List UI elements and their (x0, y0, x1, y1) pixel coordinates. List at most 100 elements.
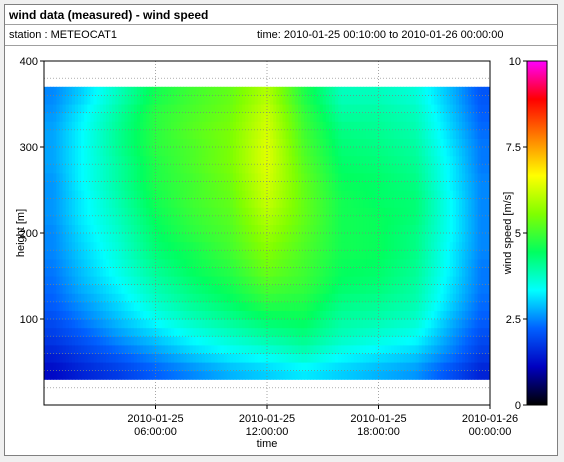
heatmap-cell (409, 301, 414, 311)
heatmap-cell (418, 104, 423, 114)
heatmap-cell (205, 327, 209, 337)
heatmap-cell (96, 198, 101, 208)
heatmap-cell (248, 138, 253, 148)
heatmap-cell (232, 104, 237, 114)
heatmap-cell (44, 164, 48, 174)
heatmap-cell (217, 370, 222, 380)
heatmap-cell (341, 319, 346, 329)
heatmap-cell (273, 284, 277, 294)
heatmap-cell (462, 336, 466, 346)
heatmap-cell (375, 267, 380, 277)
heatmap-cell (415, 241, 420, 251)
heatmap-cell (195, 155, 200, 165)
heatmap-cell (109, 155, 113, 165)
heatmap-cell (242, 207, 246, 217)
heatmap-cell (483, 241, 488, 251)
heatmap-cell (307, 172, 311, 182)
heatmap-cell (263, 267, 268, 277)
heatmap-cell (356, 86, 361, 96)
colorbar-axis: 02.557.510 (506, 56, 527, 412)
heatmap-cell (335, 104, 339, 114)
heatmap-cell (378, 233, 383, 243)
heatmap-cell (273, 241, 277, 251)
heatmap-cell (375, 164, 380, 174)
heatmap-cell (434, 293, 438, 303)
heatmap-cell (288, 344, 293, 354)
heatmap-cell (143, 155, 147, 165)
heatmap-cell (56, 104, 61, 114)
heatmap-cell (136, 121, 141, 131)
heatmap-cell (99, 344, 104, 354)
heatmap-cell (279, 344, 284, 354)
heatmap-cell (186, 207, 191, 217)
heatmap-cell (214, 353, 219, 363)
heatmap-cell (403, 241, 407, 251)
heatmap-cell (428, 336, 432, 346)
heatmap-cell (143, 284, 147, 294)
heatmap-cell (378, 198, 383, 208)
heatmap-cell (359, 276, 364, 286)
heatmap-cell (350, 336, 355, 346)
heatmap-cell (486, 112, 490, 122)
heatmap-cell (393, 344, 398, 354)
heatmap-cell (468, 336, 473, 346)
heatmap-cell (78, 224, 82, 234)
heatmap-cell (294, 233, 299, 243)
heatmap-cell (335, 327, 339, 337)
heatmap-cell (140, 276, 144, 286)
heatmap-cell (127, 112, 132, 122)
heatmap-cell (406, 258, 411, 268)
heatmap-cell (366, 86, 370, 96)
heatmap-cell (195, 284, 200, 294)
heatmap-cell (273, 138, 277, 148)
x-tick-label-date: 2010-01-26 (462, 413, 518, 425)
heatmap-cell (415, 362, 420, 372)
heatmap-cell (313, 121, 318, 131)
heatmap-cell (403, 370, 407, 380)
heatmap-cell (387, 121, 392, 131)
heatmap-cell (480, 233, 485, 243)
heatmap-cell (183, 293, 188, 303)
heatmap-cell (118, 155, 123, 165)
heatmap-cell (288, 147, 293, 157)
heatmap-cell (387, 370, 392, 380)
heatmap-cell (455, 215, 460, 225)
heatmap-cell (78, 327, 82, 337)
heatmap-cell (384, 104, 389, 114)
heatmap-cell (205, 112, 209, 122)
heatmap-cell (236, 293, 240, 303)
heatmap-cell (68, 112, 73, 122)
heatmap-cell (245, 327, 250, 337)
heatmap-cell (146, 155, 150, 165)
heatmap-cell (220, 86, 225, 96)
heatmap-cell (307, 362, 311, 372)
heatmap-cell (226, 104, 231, 114)
heatmap-cell (248, 129, 253, 139)
heatmap-cell (319, 104, 324, 114)
heatmap-cell (155, 362, 160, 372)
heatmap-cell (440, 336, 445, 346)
heatmap-cell (341, 198, 346, 208)
heatmap-cell (378, 181, 383, 191)
heatmap-cell (449, 319, 454, 329)
heatmap-cell (415, 86, 420, 96)
heatmap-cell (115, 138, 119, 148)
heatmap-cell (350, 250, 355, 260)
heatmap-cell (229, 190, 234, 200)
heatmap-cell (239, 310, 243, 320)
heatmap-cell (400, 267, 404, 277)
heatmap-cell (74, 353, 79, 363)
heatmap-cell (183, 112, 188, 122)
heatmap-cell (214, 336, 219, 346)
heatmap-cell (483, 284, 488, 294)
heatmap-cell (443, 95, 448, 105)
heatmap-cell (390, 129, 395, 139)
heatmap-cell (372, 301, 377, 311)
heatmap-cell (59, 233, 64, 243)
heatmap-cell (366, 319, 370, 329)
heatmap-cell (285, 155, 290, 165)
heatmap-cell (127, 370, 132, 380)
heatmap-cell (229, 95, 234, 105)
heatmap-cell (449, 327, 454, 337)
heatmap-cell (347, 250, 352, 260)
